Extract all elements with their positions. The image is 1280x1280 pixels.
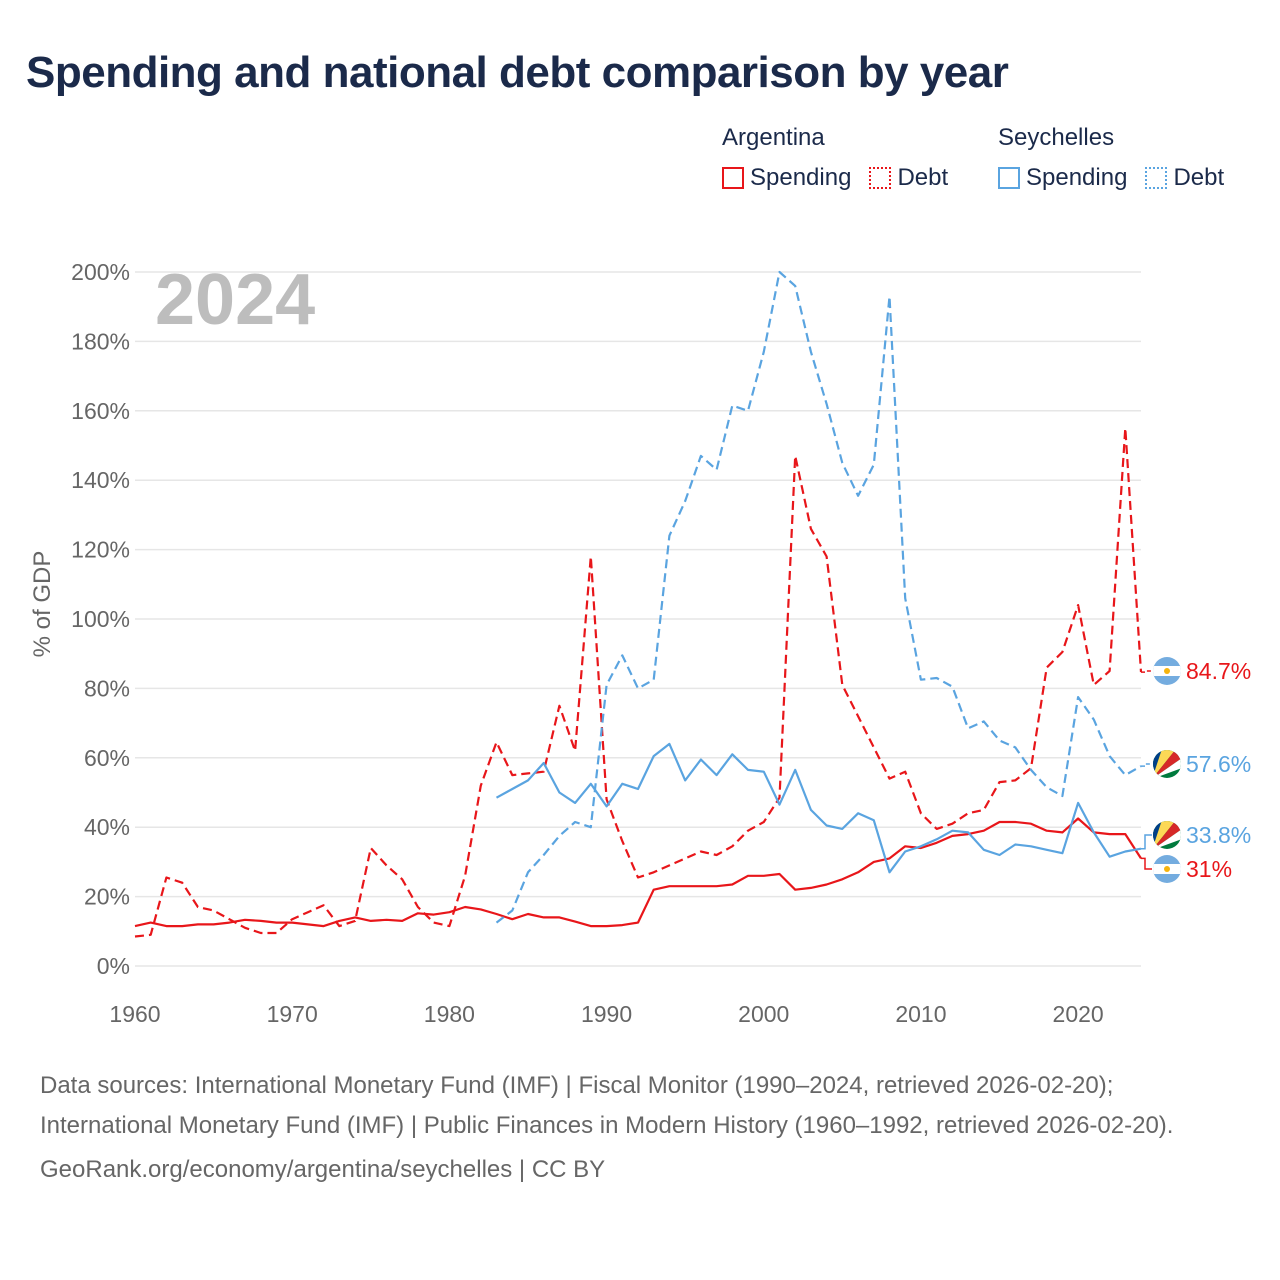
- x-axis: 1960 1970 1980 1990 2000 2010 2020: [109, 1001, 1103, 1027]
- x-tick-label: 2010: [895, 1001, 946, 1027]
- series-line-seychelles-spending[interactable]: [495, 742, 1142, 874]
- gridlines: [135, 271, 1141, 967]
- credit-link[interactable]: GeoRank.org/economy/argentina/seychelles…: [40, 1156, 606, 1183]
- x-tick-label: 1970: [267, 1001, 318, 1027]
- legend-label: Spending: [1026, 164, 1128, 191]
- series-line-seychelles-debt[interactable]: [495, 270, 1142, 924]
- argentina-flag-icon: [1153, 855, 1181, 883]
- y-tick-label: 180%: [71, 328, 130, 354]
- legend-seychelles-debt[interactable]: Debt: [1145, 164, 1224, 192]
- legend-swatch-dotted-icon: [1145, 167, 1168, 189]
- legend-swatch-dotted-icon: [869, 167, 892, 189]
- legend-argentina-spending[interactable]: Spending: [722, 164, 851, 192]
- end-label-argentina-debt: 84.7%: [1186, 658, 1251, 684]
- series-line-argentina-debt[interactable]: [134, 427, 1143, 938]
- legend-country-seychelles: Seychelles: [998, 124, 1115, 151]
- y-tick-label: 160%: [71, 398, 130, 424]
- line-chart: 0% 20% 40% 60% 80% 100% 120% 140% 160% 180% 200% 1…: [29, 259, 1251, 1027]
- y-tick-label: 0%: [97, 953, 130, 979]
- legend-country-argentina: Argentina: [722, 124, 825, 151]
- y-tick-label: 200%: [71, 259, 130, 285]
- legend-argentina-debt[interactable]: Debt: [869, 164, 948, 192]
- series-lines: [134, 270, 1143, 938]
- end-label-seychelles-spending: 33.8%: [1186, 822, 1251, 848]
- x-tick-label: 2020: [1053, 1001, 1104, 1027]
- legend-label: Debt: [897, 164, 949, 191]
- y-tick-label: 120%: [71, 537, 130, 563]
- label-connectors: [1141, 670, 1152, 870]
- x-tick-label: 1990: [581, 1001, 632, 1027]
- data-sources: Data sources: International Monetary Fun…: [40, 1072, 1174, 1139]
- y-tick-label: 40%: [84, 814, 130, 840]
- argentina-flag-icon: [1153, 657, 1181, 685]
- footer: Data sources: International Monetary Fun…: [40, 1066, 1240, 1190]
- y-tick-label: 20%: [84, 884, 130, 910]
- legend-swatch-solid-icon: [722, 167, 744, 189]
- end-connector: [1141, 670, 1152, 673]
- y-tick-label: 80%: [84, 675, 130, 701]
- y-axis: 0% 20% 40% 60% 80% 100% 120% 140% 160% 180% 200%: [71, 259, 130, 979]
- y-tick-label: 140%: [71, 467, 130, 493]
- legend-group-argentina: Argentina Spending Debt: [722, 124, 948, 192]
- end-connector: [1141, 763, 1152, 767]
- end-label-argentina-spending: 31%: [1186, 856, 1232, 882]
- legend-group-seychelles: Seychelles Spending Debt: [998, 124, 1224, 192]
- x-tick-label: 1980: [424, 1001, 475, 1027]
- series-line-argentina-spending[interactable]: [134, 817, 1142, 928]
- x-tick-label: 2000: [738, 1001, 789, 1027]
- legend-seychelles-spending[interactable]: Spending: [998, 164, 1127, 192]
- seychelles-flag-icon: [1153, 821, 1181, 849]
- legend-swatch-solid-icon: [998, 167, 1020, 189]
- x-tick-label: 1960: [109, 1001, 160, 1027]
- end-label-seychelles-debt: 57.6%: [1186, 751, 1251, 777]
- y-tick-label: 100%: [71, 606, 130, 632]
- legend-label: Debt: [1173, 164, 1225, 191]
- seychelles-flag-icon: [1153, 750, 1181, 778]
- end-connector: [1141, 834, 1152, 850]
- chart-title: Spending and national debt comparison by…: [26, 48, 1009, 97]
- year-label: 2024: [155, 260, 315, 340]
- legend-label: Spending: [750, 164, 852, 191]
- y-axis-label: % of GDP: [29, 551, 56, 658]
- y-tick-label: 60%: [84, 745, 130, 771]
- end-connector: [1141, 857, 1152, 870]
